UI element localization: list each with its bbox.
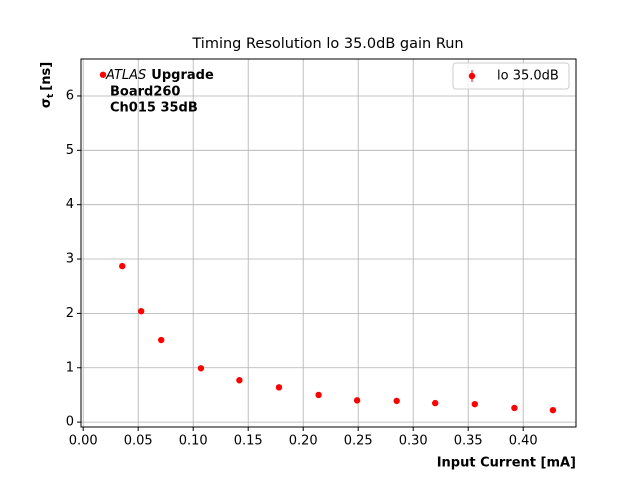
x-axis-label: Input Current [mA]: [437, 456, 576, 471]
y-tick-label: 5: [66, 143, 74, 158]
y-tick-label: 6: [66, 88, 74, 103]
point: [432, 399, 439, 407]
legend: lo 35.0dB: [452, 62, 570, 90]
point: [157, 336, 165, 344]
legend-marker: [468, 72, 476, 80]
annotation-tag: Upgrade: [151, 68, 214, 83]
point: [197, 365, 205, 372]
annotation-line: Board260: [110, 85, 180, 100]
point: [315, 391, 322, 399]
chart-title: Timing Resolution lo 35.0dB gain Run: [191, 36, 463, 52]
point: [236, 377, 243, 384]
point: [393, 397, 400, 405]
point: [275, 384, 283, 391]
x-tick-label: 0.10: [179, 434, 208, 449]
marks: [99, 71, 557, 414]
x-tick-label: 0.05: [124, 434, 153, 449]
x-tick-label: 0.35: [454, 434, 483, 449]
x-tick-label: 0.40: [509, 434, 538, 449]
point: [549, 406, 557, 414]
point: [353, 397, 361, 404]
point: [137, 308, 145, 315]
legend-box: [452, 62, 570, 90]
x-tick-label: 0.00: [69, 434, 98, 449]
point: [511, 404, 518, 412]
y-axis-label: σt [ns]: [39, 62, 56, 108]
point: [471, 400, 478, 408]
annotation-line: Ch015 35dB: [110, 101, 198, 116]
grid: [81, 59, 576, 427]
y-label-symbol: σ: [39, 98, 54, 108]
x-tick-label: 0.20: [289, 434, 318, 449]
y-label-unit: [ns]: [39, 62, 54, 91]
annotation-atlas: ATLAS: [105, 68, 146, 83]
legend-label: lo 35.0dB: [497, 69, 559, 84]
point: [119, 262, 126, 270]
y-tick-label: 2: [66, 306, 74, 321]
axes-frame: [80, 58, 577, 428]
x-tick-label: 0.30: [399, 434, 428, 449]
y-label-subscript: t: [46, 93, 56, 98]
x-tick-label: 0.25: [344, 434, 373, 449]
point: [99, 71, 107, 78]
y-tick-label: 0: [66, 415, 74, 430]
x-tick-label: 0.15: [234, 434, 263, 449]
y-tick-label: 1: [66, 360, 74, 375]
y-tick-label: 3: [66, 252, 74, 267]
annotation-experiment: ATLAS Upgrade: [105, 68, 214, 83]
y-tick-label: 4: [66, 197, 74, 212]
